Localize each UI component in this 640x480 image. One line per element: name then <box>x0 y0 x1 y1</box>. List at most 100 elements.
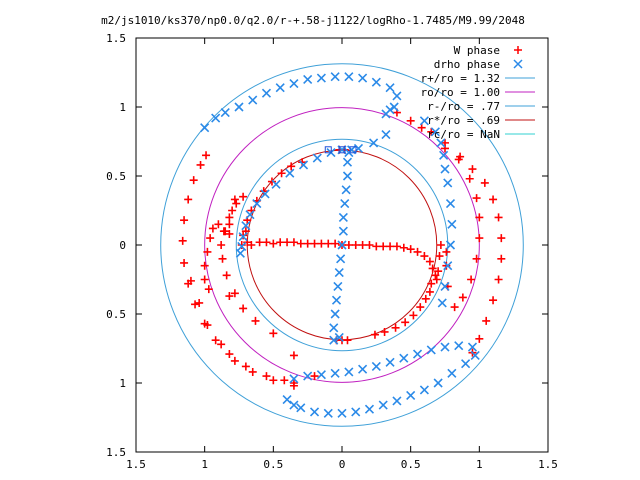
point-0-18 <box>358 241 367 249</box>
point-0-117 <box>475 213 484 222</box>
point-0-126 <box>441 144 449 153</box>
point-0-32 <box>434 267 443 276</box>
point-0-129 <box>480 178 489 187</box>
point-0-6 <box>276 238 285 247</box>
point-0-137 <box>475 334 484 343</box>
point-0-87 <box>202 151 211 160</box>
square-marker-0 <box>324 146 332 154</box>
point-0-4 <box>262 238 271 247</box>
point-1-54 <box>316 370 326 380</box>
point-0-122 <box>450 303 459 312</box>
point-1-79 <box>447 368 457 378</box>
point-1-34 <box>211 113 221 123</box>
point-1-10 <box>333 281 343 291</box>
point-1-93 <box>437 298 447 308</box>
point-0-26 <box>413 247 422 256</box>
point-0-93 <box>206 234 215 243</box>
point-0-52 <box>401 318 410 327</box>
point-0-108 <box>186 276 195 285</box>
point-1-77 <box>419 385 429 395</box>
point-0-135 <box>489 296 498 305</box>
point-0-61 <box>225 213 234 222</box>
point-0-16 <box>344 241 353 249</box>
point-0-121 <box>458 293 467 302</box>
circle-2 <box>235 138 449 352</box>
point-0-116 <box>472 194 481 203</box>
point-0-88 <box>225 292 234 301</box>
point-1-63 <box>440 342 450 352</box>
point-0-79 <box>191 300 200 309</box>
point-0-0 <box>239 231 248 240</box>
point-1-56 <box>344 367 354 377</box>
point-0-112 <box>427 127 436 136</box>
legend-marker-1 <box>513 59 523 69</box>
legend-label-6: rc/ro = NaN <box>427 128 500 141</box>
point-0-41 <box>267 177 276 186</box>
point-0-106 <box>203 321 212 330</box>
point-1-25 <box>285 168 295 178</box>
point-0-76 <box>225 350 234 359</box>
legend-label-4: r-/ro = .77 <box>427 100 500 113</box>
point-1-73 <box>364 404 375 414</box>
point-0-33 <box>435 252 444 261</box>
point-0-13 <box>324 239 333 248</box>
point-0-59 <box>239 192 248 201</box>
point-0-49 <box>421 294 430 303</box>
point-0-34 <box>436 241 445 249</box>
point-1-46 <box>371 77 381 87</box>
point-1-65 <box>467 342 478 352</box>
point-0-89 <box>204 285 213 294</box>
point-1-89 <box>447 219 457 229</box>
point-1-33 <box>200 123 210 133</box>
point-0-19 <box>365 241 374 249</box>
point-1-62 <box>426 345 436 355</box>
x-tick-label-0: 1.5 <box>126 458 146 471</box>
point-1-82 <box>419 116 429 126</box>
point-0-70 <box>289 351 298 360</box>
point-0-9 <box>296 239 305 248</box>
point-1-71 <box>337 408 347 418</box>
point-0-42 <box>277 169 286 178</box>
point-0-101 <box>289 381 298 390</box>
point-0-43 <box>287 162 296 171</box>
point-1-66 <box>282 394 292 405</box>
point-0-22 <box>386 242 395 251</box>
point-0-136 <box>482 316 491 325</box>
point-0-48 <box>425 287 434 296</box>
point-1-37 <box>248 95 258 105</box>
point-0-47 <box>427 279 436 288</box>
point-0-63 <box>217 241 226 249</box>
point-1-69 <box>309 407 320 417</box>
point-1-3 <box>341 185 351 195</box>
point-0-50 <box>416 303 425 312</box>
point-0-130 <box>489 195 498 204</box>
point-1-6 <box>338 226 348 236</box>
point-0-11 <box>310 239 319 248</box>
point-0-91 <box>200 261 209 270</box>
point-1-81 <box>470 350 480 360</box>
point-0-54 <box>380 327 389 336</box>
point-1-13 <box>329 323 339 333</box>
point-0-98 <box>225 220 234 229</box>
point-0-7 <box>283 238 292 247</box>
y-tick-label-2: 0.5 <box>106 170 126 183</box>
point-0-44 <box>298 158 307 167</box>
point-1-78 <box>433 378 443 388</box>
point-0-107 <box>195 298 204 307</box>
point-0-60 <box>232 199 241 208</box>
point-1-68 <box>296 403 306 413</box>
point-1-20 <box>241 221 251 231</box>
point-1-70 <box>323 408 333 418</box>
x-tick-label-4: 0.5 <box>401 458 421 471</box>
x-tick-label-1: 1 <box>201 458 208 471</box>
point-1-26 <box>298 160 309 170</box>
point-0-83 <box>180 216 189 225</box>
data-points <box>178 72 506 418</box>
point-0-53 <box>391 323 400 332</box>
point-1-36 <box>234 102 244 112</box>
point-0-133 <box>497 254 506 263</box>
point-0-25 <box>406 245 415 254</box>
point-0-30 <box>431 271 440 280</box>
point-0-90 <box>200 275 209 284</box>
point-1-45 <box>358 73 368 83</box>
